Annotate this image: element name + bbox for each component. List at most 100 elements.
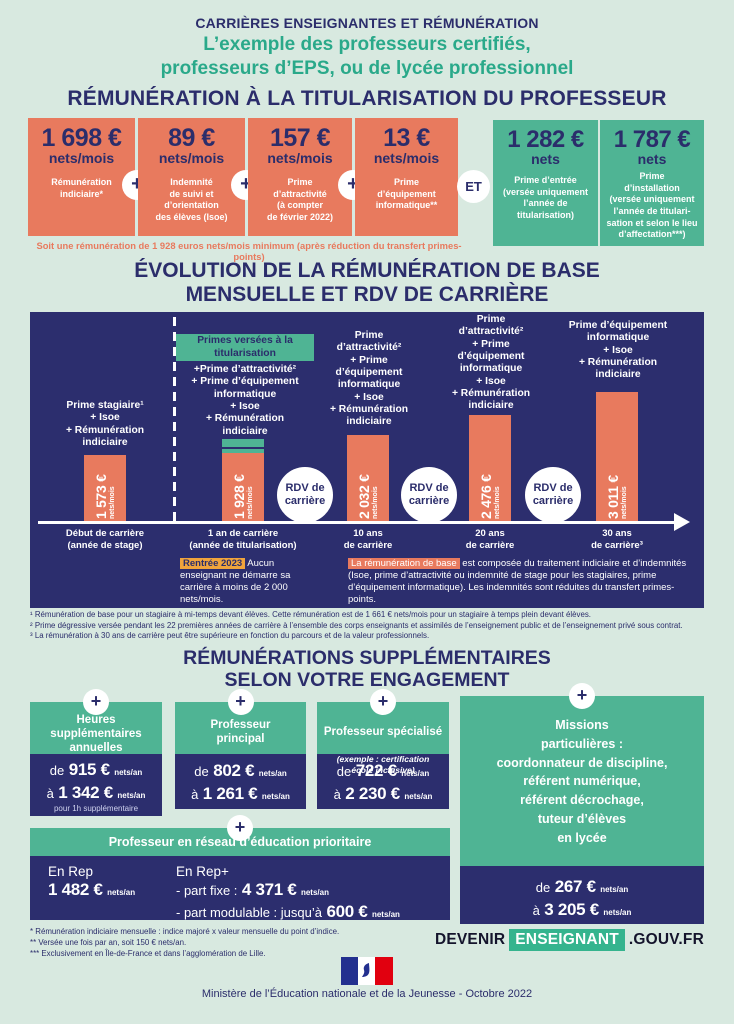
card-subtitle: (exemple : certification école inclusive… <box>336 754 430 775</box>
unit: nets/an <box>401 769 430 778</box>
card-values: En Rep 1 482 € nets/an En Rep+ - part fi… <box>30 856 450 923</box>
box-label: Prime d’attractivité (à compter de févri… <box>266 177 334 223</box>
bar-value: 1 928 € nets/mois <box>231 474 255 519</box>
section-title-supplements: RÉMUNÉRATIONS SUPPLÉMENTAIRES SELON VOTR… <box>0 647 734 692</box>
note-remuneration-base: La rémunération de base est composée du … <box>348 558 696 606</box>
bar-3011: 3 011 € nets/mois <box>596 392 638 524</box>
amount: 600 € <box>326 902 368 921</box>
value-from: de 802 € nets/an <box>175 761 306 781</box>
card-values: de 802 € nets/an à 1 261 € nets/an <box>175 754 306 809</box>
supplements-cards: + Heures supplémentaires annuelles de 91… <box>30 683 704 924</box>
card-heures-supplementaires: + Heures supplémentaires annuelles de 91… <box>30 689 162 816</box>
value-to: à 3 205 € nets/an <box>460 900 704 920</box>
bar-2476: 2 476 € nets/mois <box>469 415 511 524</box>
value-to: à 1 342 € nets/an <box>30 783 162 803</box>
unit: nets/an <box>114 768 143 777</box>
axis-label-1an: 1 an de carrière (année de titularisatio… <box>189 528 297 552</box>
amount: 4 371 € <box>241 880 297 899</box>
box-label: Prime d’équipement informatique** <box>375 177 438 211</box>
amount: 1 787 € <box>613 126 691 153</box>
titularisation-badge: Primes versées à la titularisation <box>176 334 314 362</box>
unit: nets/an <box>603 907 632 917</box>
bar-body <box>222 453 264 524</box>
value-from: de 915 € nets/an <box>30 760 162 780</box>
amount: 1 261 € <box>202 783 258 803</box>
amount-unit: nets/mois <box>158 150 225 166</box>
amount: 1 482 € <box>48 880 103 899</box>
cap-gap <box>222 447 264 449</box>
green-cap-segment <box>222 449 264 453</box>
amount: 157 € <box>269 124 331 152</box>
bonus-box-prime-entree: 1 282 € nets Prime d’entrée (versée uniq… <box>493 120 598 246</box>
bar-2032: 2 032 € nets/mois <box>347 435 389 524</box>
highlight-rentree: Rentrée 2023 <box>180 558 246 569</box>
card-values: de 267 € nets/an à 3 205 € nets/an <box>460 866 704 924</box>
card-professeur-specialise: + Professeur spécialisé (exemple : certi… <box>317 689 449 809</box>
bar-value: 3 011 € nets/mois <box>605 475 629 519</box>
rep-modulable-line: - part modulable : jusqu’à 600 € nets/an <box>176 901 450 923</box>
rdv-carriere-marker: RDV de carrière <box>277 467 333 523</box>
card-values: de 722 € nets/an à 2 230 € nets/an <box>317 754 449 809</box>
unit: nets/an <box>107 888 136 897</box>
amount-unit: nets <box>531 151 560 167</box>
subtitle-line2: professeurs d’EPS, ou de lycée professio… <box>160 57 574 79</box>
amount-unit: nets <box>637 151 667 167</box>
logo-gouv: .GOUV.FR <box>628 931 704 948</box>
plus-icon: + <box>227 689 254 715</box>
footnote-star1: * Rémunération indiciaire mensuelle : in… <box>30 927 340 936</box>
axis-label-20ans: 20 ans de carrière <box>465 528 515 552</box>
unit: nets/an <box>600 885 629 894</box>
note-text: est composée du traitement indiciaire et… <box>348 558 687 605</box>
axis-label-30ans: 30 ans de carrière³ <box>591 528 643 552</box>
salary-box-prime-attractivite: 157 € nets/mois Prime d’attractivité (à … <box>248 118 352 236</box>
title-line2: MENSUELLE ET RDV DE CARRIÈRE <box>185 282 549 306</box>
bar-label-30ans: Prime d’équipement informatique + Isoe +… <box>568 320 668 381</box>
subtitle-line1: L’exemple des professeurs certifiés, <box>203 34 531 55</box>
flag-blue-stripe <box>341 957 358 985</box>
section-title-evolution: ÉVOLUTION DE LA RÉMUNÉRATION DE BASE MEN… <box>0 259 734 306</box>
axis-label-stage: Début de carrière (année de stage) <box>65 528 145 552</box>
card-title-text: Professeur spécialisé <box>323 725 443 738</box>
chart-footnotes: ¹ Rémunération de base pour un stagiaire… <box>30 610 708 642</box>
plus-icon: + <box>227 815 253 841</box>
bar-value: 2 032 € nets/mois <box>356 474 380 519</box>
devenir-enseignant-logo: DEVENIR ENSEIGNANT .GOUV.FR <box>435 929 704 951</box>
logo-enseignant: ENSEIGNANT <box>509 929 625 951</box>
section-title-titularisation: RÉMUNÉRATION À LA TITULARISATION DU PROF… <box>67 87 667 110</box>
ministry-credit: Ministère de l’Éducation nationale et de… <box>201 988 533 1000</box>
value-to: à 2 230 € nets/an <box>317 783 449 804</box>
title-line2: SELON VOTRE ENGAGEMENT <box>224 668 510 691</box>
amount: 915 € <box>68 760 110 779</box>
title-line1: ÉVOLUTION DE LA RÉMUNÉRATION DE BASE <box>134 259 600 282</box>
logo-devenir: DEVENIR <box>434 931 506 948</box>
unit: nets/an <box>300 888 329 897</box>
axis-arrow-icon <box>674 513 690 531</box>
bar-unit: nets/mois <box>247 486 254 519</box>
amount: 2 230 € <box>345 783 400 803</box>
bar-1928: 1 928 € nets/mois <box>222 439 264 524</box>
unit: nets/an <box>261 791 290 801</box>
dashed-separator <box>173 317 176 524</box>
bonus-box-prime-installation: 1 787 € nets Prime d’installation (versé… <box>600 120 704 246</box>
bar-value: 2 476 € nets/mois <box>478 474 502 519</box>
bar-1573: 1 573 € nets/mois <box>84 455 126 524</box>
asterisk-footnotes: * Rémunération indiciaire mensuelle : in… <box>30 926 339 959</box>
card-missions-particulieres: + Missions particulières : coordonnateur… <box>460 683 704 924</box>
bar-unit: nets/mois <box>109 486 116 519</box>
salary-evolution-chart: Prime stagiaire¹ + Isoe + Rémunération i… <box>30 312 704 608</box>
french-republic-logo <box>341 957 393 985</box>
prefix: de <box>336 764 352 779</box>
bar-label-text: +Prime d’attractivité² + Prime d’équipem… <box>191 364 299 437</box>
poster-subtitle: L’exemple des professeurs certifiés, pro… <box>0 33 734 81</box>
prefix: à <box>46 785 54 801</box>
card-footnote: pour 1h supplémentaire <box>53 804 139 814</box>
highlight-remuneration: La rémunération de base <box>348 558 460 569</box>
note-text: Aucun enseignant ne démarre sa carrière … <box>180 558 291 605</box>
prefix: à <box>333 786 341 802</box>
bar-unit: nets/mois <box>494 486 501 519</box>
amount-unit: nets/mois <box>267 150 333 166</box>
unit: nets/an <box>117 790 146 800</box>
unit: nets/an <box>404 791 433 801</box>
card-professeur-principal: + Professeur principal de 802 € nets/an … <box>175 689 306 809</box>
